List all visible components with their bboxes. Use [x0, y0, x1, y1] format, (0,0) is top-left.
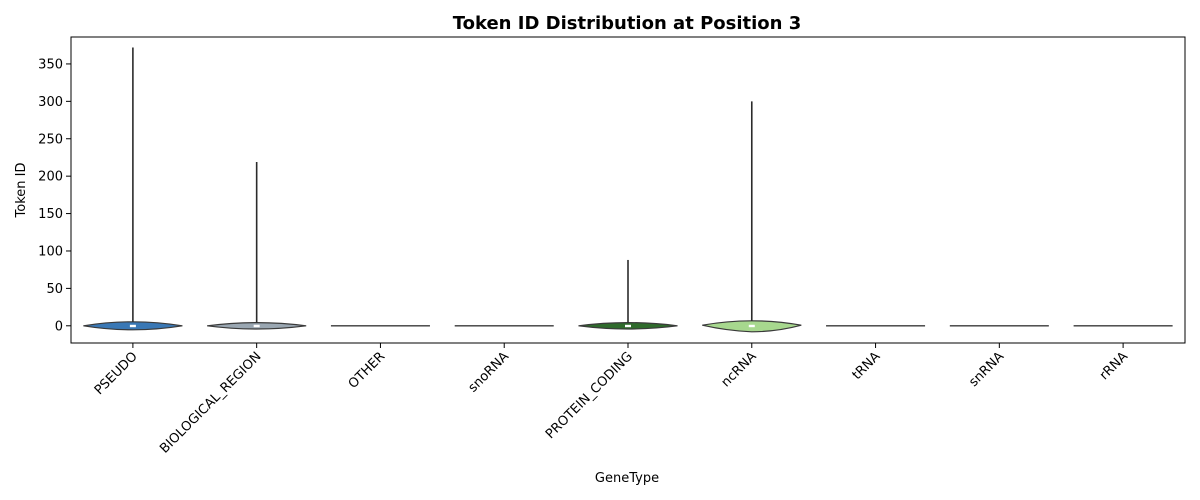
y-tick-label: 150 — [38, 207, 63, 222]
violin-PSEUDO — [83, 47, 183, 331]
y-tick-label: 0 — [55, 319, 63, 334]
x-tick-label: rRNA — [1097, 349, 1131, 383]
y-tick-label: 50 — [46, 282, 63, 297]
y-axis-label: Token ID — [14, 163, 29, 219]
x-tick-label: ncRNA — [719, 349, 760, 390]
y-tick-label: 350 — [38, 57, 63, 72]
y-tick-label: 200 — [38, 170, 63, 185]
median-marker — [748, 324, 755, 328]
plot-area — [83, 47, 1173, 333]
y-tick-label: 100 — [38, 244, 63, 259]
x-tick-label: tRNA — [850, 349, 884, 383]
y-tick-label: 250 — [38, 132, 63, 147]
median-marker — [129, 324, 136, 328]
y-tick-label: 300 — [38, 95, 63, 110]
median-marker — [253, 324, 260, 328]
median-marker — [625, 324, 631, 328]
violin-PROTEIN_CODING — [578, 259, 678, 330]
x-axis-label: GeneType — [595, 471, 659, 486]
violin-ncRNA — [702, 101, 802, 333]
x-tick-label: PROTEIN_CODING — [543, 349, 636, 442]
x-tick-label: OTHER — [346, 349, 389, 392]
chart-title: Token ID Distribution at Position 3 — [453, 13, 802, 34]
x-tick-label: snoRNA — [466, 349, 512, 395]
violin-BIOLOGICAL_REGION — [207, 161, 307, 330]
x-tick-label: PSEUDO — [92, 349, 141, 398]
x-tick-label: BIOLOGICAL_REGION — [157, 349, 264, 456]
x-tick-label: snRNA — [966, 349, 1007, 390]
